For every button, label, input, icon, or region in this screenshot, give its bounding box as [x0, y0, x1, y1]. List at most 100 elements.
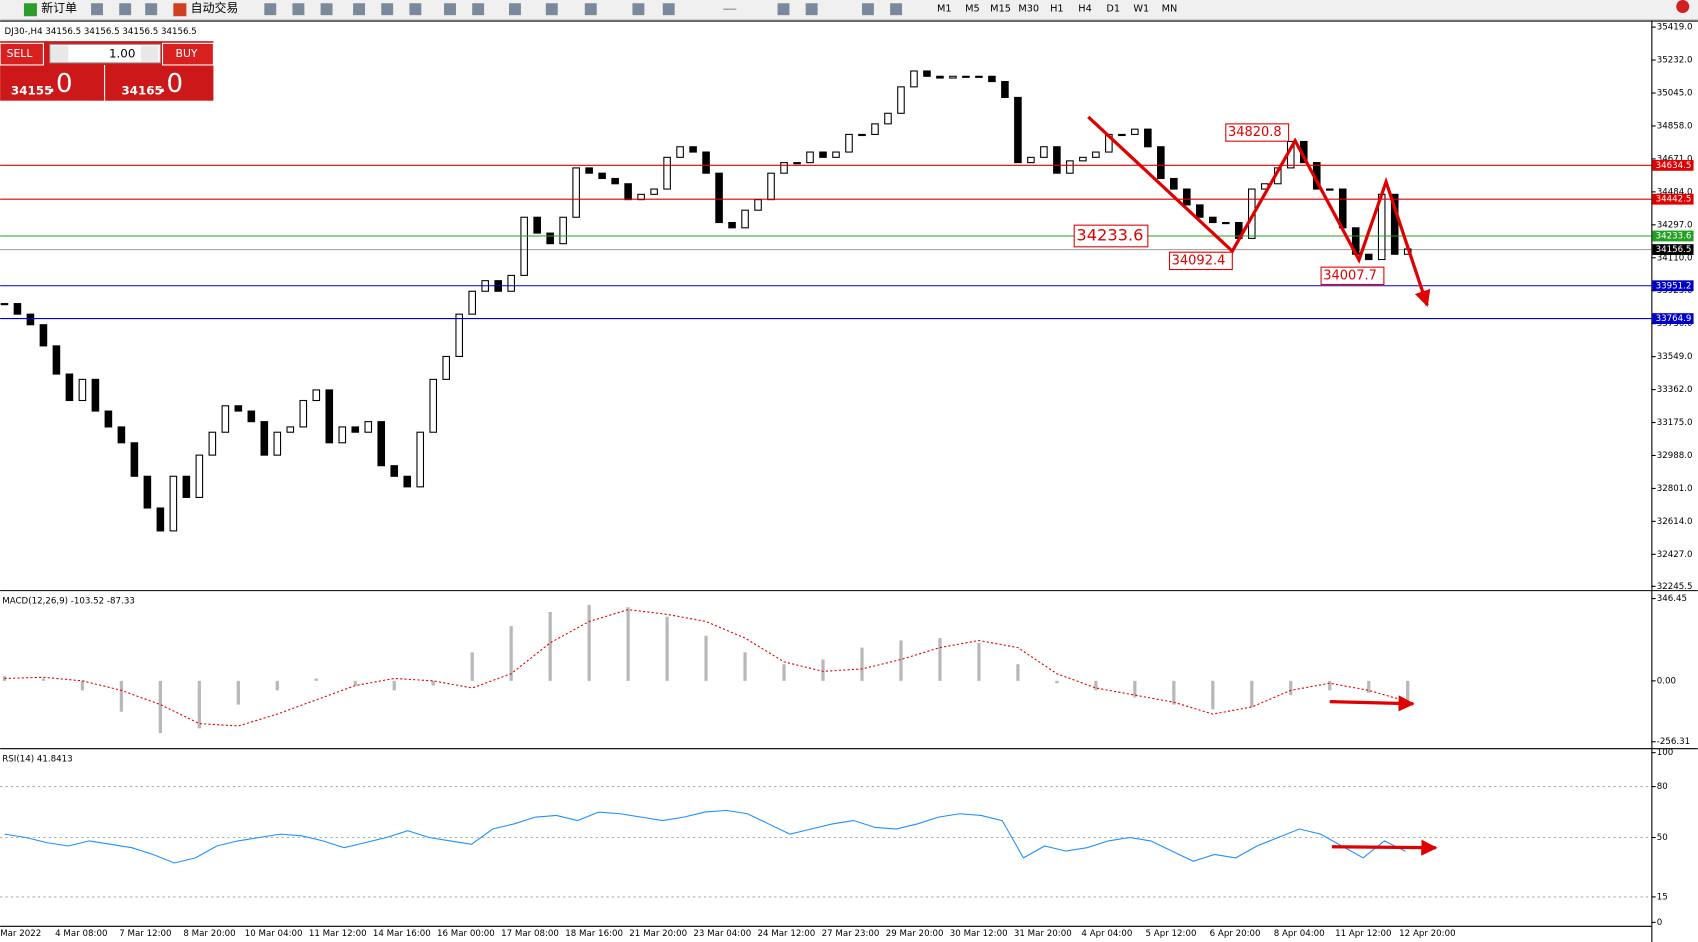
- timeframe[interactable]: W1: [1133, 4, 1149, 15]
- y-tick-label: 33549.0: [1657, 352, 1693, 362]
- lots-down[interactable]: [51, 45, 69, 62]
- candle: [1027, 156, 1035, 164]
- y-tick-label: 100: [1657, 748, 1674, 758]
- buy-price[interactable]: 34165: [121, 83, 162, 97]
- icon[interactable]: [777, 3, 790, 16]
- new-order-icon[interactable]: [23, 3, 37, 17]
- candle: [104, 410, 113, 428]
- icon[interactable]: [145, 3, 158, 16]
- candle: [1053, 146, 1061, 174]
- timeframe[interactable]: H4: [1078, 4, 1092, 15]
- alert-badge[interactable]: [1676, 0, 1690, 13]
- x-tick-label: 8 Mar 20:00: [183, 929, 235, 939]
- macd-bar: [665, 616, 669, 681]
- macd-bar: [353, 680, 357, 686]
- sell-label[interactable]: SELL: [7, 47, 33, 60]
- x-tick-label: 8 Apr 04:00: [1274, 929, 1325, 939]
- timeframe[interactable]: M30: [1018, 4, 1039, 15]
- macd-arrow: [1329, 695, 1415, 712]
- candle: [1001, 81, 1009, 98]
- candle: [715, 172, 723, 224]
- annotation-box: [1320, 266, 1385, 286]
- candle: [0, 303, 9, 306]
- macd-bar: [821, 659, 825, 681]
- x-tick-label: 18 Mar 16:00: [565, 929, 623, 939]
- auto-trading-icon[interactable]: [173, 3, 187, 17]
- timeframe[interactable]: MN: [1162, 4, 1178, 15]
- timeframe[interactable]: M5: [965, 4, 980, 15]
- price-tag-label: 33951.2: [1656, 281, 1692, 291]
- timeframe[interactable]: M1: [937, 4, 952, 15]
- icon[interactable]: [264, 3, 277, 16]
- y-tick-label: 33362.0: [1657, 385, 1693, 395]
- icon[interactable]: [353, 3, 366, 16]
- icon[interactable]: [662, 3, 675, 16]
- y-tick-label: 33923.0: [1657, 286, 1693, 296]
- price-tag: [1652, 313, 1694, 324]
- icon[interactable]: [472, 3, 485, 16]
- x-tick-label: 17 Mar 08:00: [501, 929, 559, 939]
- timeframe[interactable]: H1: [1050, 4, 1064, 15]
- y-tick-label: 50: [1657, 833, 1668, 843]
- icon[interactable]: [292, 3, 305, 16]
- x-tick-label: 21 Mar 20:00: [629, 929, 687, 939]
- buy-price-fraction[interactable]: .0: [158, 69, 183, 99]
- icon[interactable]: [509, 3, 521, 16]
- lots-input[interactable]: [49, 43, 161, 64]
- macd-bar: [977, 642, 981, 681]
- icon[interactable]: [91, 3, 103, 16]
- candle: [195, 454, 204, 498]
- candle: [689, 146, 697, 153]
- candle: [117, 426, 126, 444]
- icon[interactable]: [723, 8, 737, 10]
- icon[interactable]: [805, 3, 818, 16]
- candle: [1066, 160, 1074, 174]
- icon[interactable]: [119, 3, 132, 16]
- timeframe[interactable]: D1: [1106, 4, 1120, 15]
- buy-label[interactable]: BUY: [176, 47, 198, 60]
- indicator-title: MACD(12,26,9) -103.52 -87.33: [2, 596, 135, 606]
- candle: [364, 421, 373, 433]
- sell-price[interactable]: 34155: [11, 83, 52, 97]
- icon[interactable]: [320, 3, 333, 16]
- buy-button[interactable]: [161, 42, 214, 66]
- candle: [1092, 151, 1100, 158]
- icon[interactable]: [444, 3, 456, 16]
- macd-bar: [704, 635, 708, 681]
- auto-trading[interactable]: 自动交易: [191, 1, 239, 15]
- y-tick-label: 15: [1657, 892, 1668, 902]
- candle: [416, 431, 425, 488]
- x-tick-label: 6 Apr 20:00: [1210, 929, 1261, 939]
- lots-up[interactable]: [140, 45, 159, 62]
- icon[interactable]: [381, 3, 394, 16]
- sell-price-fraction[interactable]: .0: [48, 69, 73, 99]
- icon[interactable]: [861, 3, 874, 16]
- icon[interactable]: [890, 3, 903, 16]
- chart-header: DJ30-,H4 34156.5 34156.5 34156.5 34156.5: [4, 27, 196, 37]
- candle: [325, 389, 334, 444]
- price-tag-label: 33764.9: [1656, 314, 1692, 324]
- lots-value[interactable]: 1.00: [109, 47, 136, 61]
- icon[interactable]: [545, 3, 558, 16]
- x-tick-label: 7 Mar 12:00: [119, 929, 171, 939]
- trade-panel: SELL 1.00 BUY 34155 .0 34165 .0: [0, 41, 214, 101]
- timeframe[interactable]: M15: [990, 4, 1011, 15]
- y-tick-label: 0: [1657, 918, 1663, 928]
- new-order[interactable]: 新订单: [41, 1, 77, 15]
- macd-bar: [431, 680, 435, 686]
- candle: [260, 421, 269, 456]
- candle: [754, 199, 762, 211]
- annotation: 34820.8: [1228, 125, 1282, 140]
- icon[interactable]: [409, 3, 422, 16]
- icon[interactable]: [584, 3, 597, 16]
- macd-bar: [509, 626, 513, 681]
- macd-bar: [1133, 680, 1137, 698]
- sell-button[interactable]: [0, 42, 44, 66]
- icon[interactable]: [632, 3, 645, 16]
- candle: [832, 151, 840, 158]
- candle: [845, 133, 853, 153]
- annotation: 34092.4: [1172, 253, 1226, 268]
- x-tick-label: 5 Apr 12:00: [1146, 929, 1197, 939]
- candle: [234, 405, 243, 412]
